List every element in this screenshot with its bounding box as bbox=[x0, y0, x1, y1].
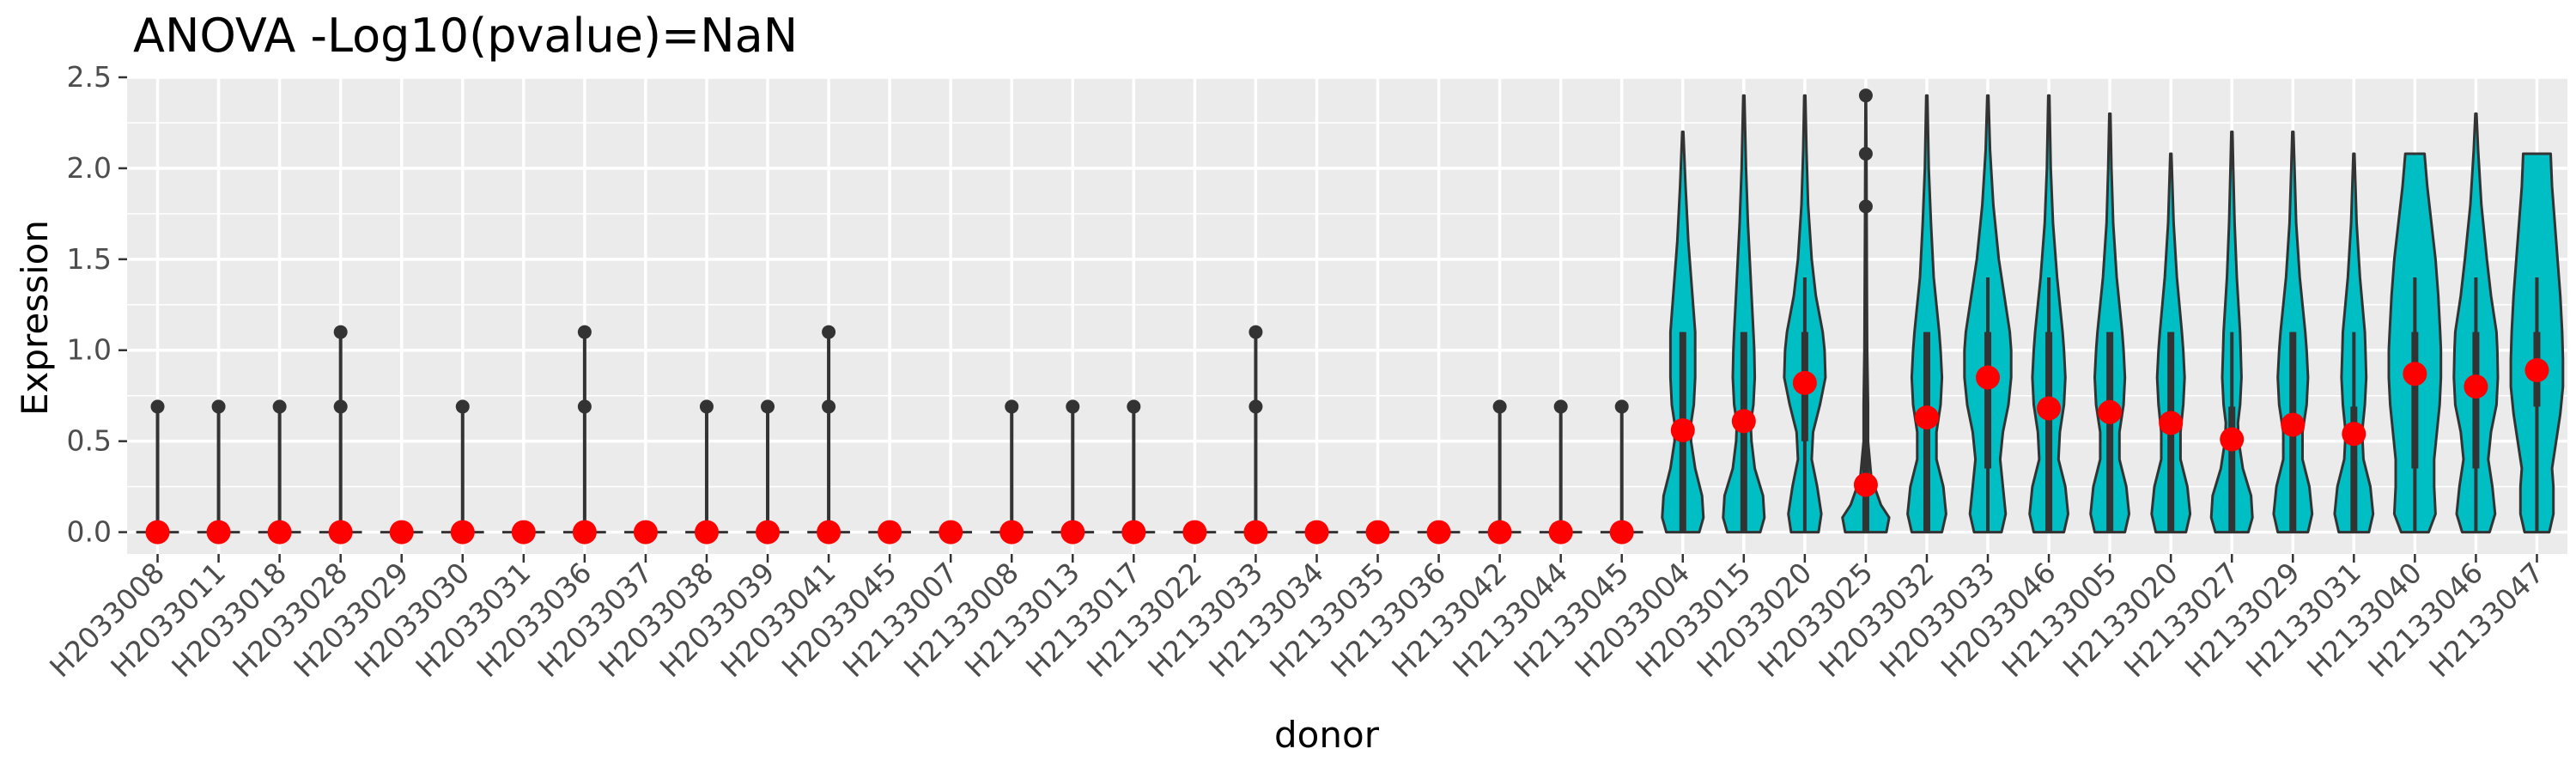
x-axis-title: donor bbox=[1274, 714, 1380, 756]
outlier-point bbox=[1858, 146, 1873, 161]
outlier-points bbox=[150, 88, 1873, 414]
outlier-point bbox=[577, 399, 592, 414]
box-H2033046 bbox=[2045, 332, 2053, 533]
box-H2133005 bbox=[2106, 332, 2114, 533]
mean-point-H2133044 bbox=[1548, 520, 1573, 545]
mean-point-H2033025 bbox=[1853, 472, 1878, 497]
outlier-point bbox=[1127, 399, 1141, 414]
mean-point-H2033039 bbox=[756, 520, 781, 545]
mean-point-H2033018 bbox=[267, 520, 292, 545]
y-tick-label: 0.5 bbox=[67, 424, 112, 458]
y-tick-label: 1.0 bbox=[67, 333, 112, 367]
mean-point-H2033015 bbox=[1731, 409, 1756, 434]
plot-panel bbox=[127, 77, 2567, 554]
box-H2033033 bbox=[1984, 332, 1992, 469]
outlier-point bbox=[1614, 399, 1629, 414]
mean-point-H2033031 bbox=[511, 520, 536, 545]
mean-point-H2133036 bbox=[1426, 520, 1451, 545]
mean-point-H2133027 bbox=[2220, 427, 2245, 452]
outlier-point bbox=[1553, 399, 1568, 414]
x-axis: H2033008H2033011H2033018H2033028H2033029… bbox=[43, 554, 2550, 684]
outlier-point bbox=[1066, 399, 1080, 414]
mean-point-H2033028 bbox=[328, 520, 353, 545]
mean-point-H2133022 bbox=[1182, 520, 1207, 545]
mean-point-H2133045 bbox=[1609, 520, 1634, 545]
y-tick-label: 2.0 bbox=[67, 151, 112, 185]
outlier-point bbox=[1249, 325, 1263, 339]
outlier-point bbox=[699, 399, 714, 414]
mean-point-H2033008 bbox=[145, 520, 170, 545]
box-H2133027 bbox=[2228, 406, 2236, 533]
y-axis: 0.0 0.5 1.0 1.5 2.0 2.5 bbox=[67, 60, 127, 549]
mean-point-H2033037 bbox=[633, 520, 658, 545]
outlier-point bbox=[761, 399, 775, 414]
violin-H2133005 bbox=[2089, 112, 2130, 534]
mean-point-H2033020 bbox=[1792, 370, 1817, 395]
mean-point-H2133020 bbox=[2159, 411, 2184, 435]
mean-point-H2133033 bbox=[1243, 520, 1268, 545]
chart-title: ANOVA -Log10(pvalue)=NaN bbox=[133, 9, 798, 63]
mean-point-H2133047 bbox=[2524, 358, 2549, 383]
mean-point-H2033036 bbox=[572, 520, 597, 545]
mean-point-H2033004 bbox=[1670, 417, 1695, 442]
mean-point-H2133034 bbox=[1304, 520, 1329, 545]
outlier-point bbox=[333, 399, 348, 414]
outlier-point bbox=[150, 399, 165, 414]
mean-point-H2133040 bbox=[2403, 362, 2427, 386]
outlier-point bbox=[1858, 88, 1873, 103]
box-H2033032 bbox=[1923, 332, 1930, 533]
violin-H2133027 bbox=[2209, 131, 2254, 534]
mean-point-H2133013 bbox=[1060, 520, 1085, 545]
mean-point-H2033029 bbox=[389, 520, 414, 545]
box-H2133046 bbox=[2472, 332, 2480, 469]
outlier-point bbox=[822, 325, 836, 339]
y-tick-label: 1.5 bbox=[67, 242, 112, 276]
mean-point-H2133046 bbox=[2464, 374, 2488, 399]
outlier-point bbox=[1492, 399, 1507, 414]
outlier-point bbox=[577, 325, 592, 339]
mean-point-H2133008 bbox=[999, 520, 1024, 545]
box-H2133040 bbox=[2411, 332, 2419, 469]
mean-point-H2033011 bbox=[206, 520, 231, 545]
mean-points bbox=[145, 358, 2549, 545]
mean-point-H2033041 bbox=[817, 520, 841, 545]
mean-point-H2033032 bbox=[1914, 405, 1939, 430]
outlier-point bbox=[455, 399, 470, 414]
mean-point-H2133005 bbox=[2098, 399, 2123, 424]
mean-point-H2133042 bbox=[1487, 520, 1512, 545]
mean-point-H2133031 bbox=[2342, 422, 2366, 447]
y-tick-label: 2.5 bbox=[67, 60, 112, 94]
mean-point-H2033030 bbox=[450, 520, 475, 545]
mean-point-H2133029 bbox=[2281, 412, 2306, 437]
outlier-point bbox=[211, 399, 226, 414]
mean-point-H2033033 bbox=[1976, 365, 2001, 390]
outlier-point bbox=[1249, 399, 1263, 414]
outlier-point bbox=[1858, 199, 1873, 214]
mean-point-H2133035 bbox=[1365, 520, 1390, 545]
mean-point-H2033045 bbox=[878, 520, 902, 545]
outlier-point bbox=[822, 399, 836, 414]
outlier-point bbox=[272, 399, 287, 414]
outlier-point bbox=[333, 325, 348, 339]
box-H2133031 bbox=[2350, 406, 2358, 533]
mean-point-H2133007 bbox=[939, 520, 963, 545]
mean-point-H2033038 bbox=[694, 520, 719, 545]
y-tick-label: 0.0 bbox=[67, 515, 112, 549]
mean-point-H2033046 bbox=[2037, 396, 2062, 421]
mean-point-H2133017 bbox=[1121, 520, 1146, 545]
y-axis-title: Expression bbox=[14, 220, 56, 416]
outlier-point bbox=[1005, 399, 1019, 414]
